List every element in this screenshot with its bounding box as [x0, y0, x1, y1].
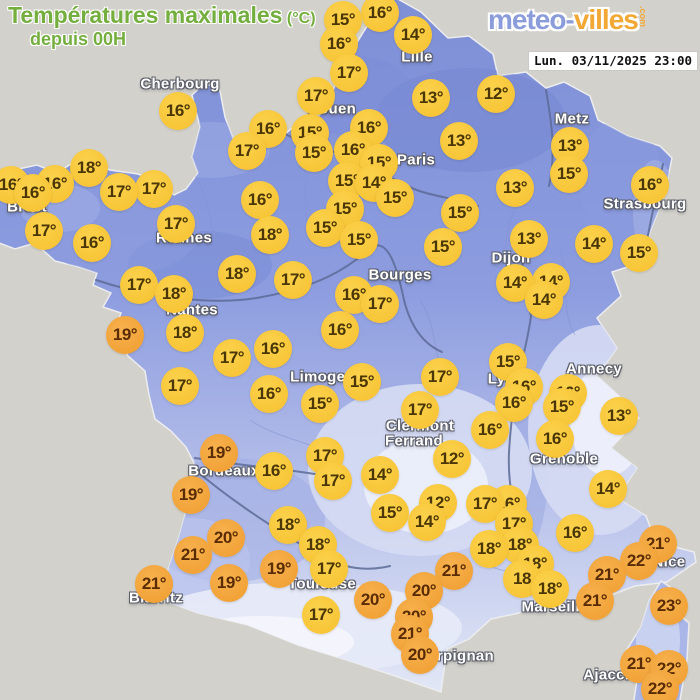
temp-marker[interactable]: 18°	[218, 255, 256, 293]
temp-marker[interactable]: 16°	[250, 375, 288, 413]
map-title-block: Températures maximales (°C) depuis 00H	[8, 2, 316, 50]
temp-marker[interactable]: 22°	[641, 670, 679, 700]
temp-marker[interactable]: 15°	[340, 221, 378, 259]
temp-marker[interactable]: 18°	[166, 314, 204, 352]
temp-marker[interactable]: 19°	[260, 550, 298, 588]
temp-marker[interactable]: 14°	[394, 16, 432, 54]
temp-marker[interactable]: 17°	[274, 261, 312, 299]
temp-marker[interactable]: 13°	[510, 220, 548, 258]
temp-marker[interactable]: 17°	[120, 266, 158, 304]
temp-marker[interactable]: 16°	[249, 110, 287, 148]
temp-marker[interactable]: 17°	[135, 170, 173, 208]
timestamp-badge: Lun. 03/11/2025 23:00	[527, 51, 698, 71]
temp-marker[interactable]: 15°	[441, 194, 479, 232]
temp-marker[interactable]: 14°	[361, 456, 399, 494]
temp-marker[interactable]: 18°	[470, 530, 508, 568]
temp-marker[interactable]: 12°	[477, 75, 515, 113]
temp-marker[interactable]: 14°	[525, 281, 563, 319]
temp-marker[interactable]: 13°	[600, 397, 638, 435]
temp-marker[interactable]: 17°	[401, 391, 439, 429]
temp-marker[interactable]: 21°	[135, 565, 173, 603]
temp-marker[interactable]: 16°	[361, 0, 399, 32]
temp-marker[interactable]: 17°	[310, 550, 348, 588]
temp-marker[interactable]: 18°	[70, 149, 108, 187]
page-title: Températures maximales	[8, 2, 283, 28]
page-subtitle: depuis 00H	[30, 29, 127, 49]
temp-marker[interactable]: 15°	[343, 363, 381, 401]
temp-marker[interactable]: 15°	[301, 385, 339, 423]
temp-marker[interactable]: 20°	[401, 636, 439, 674]
temp-marker[interactable]: 17°	[302, 596, 340, 634]
temp-marker[interactable]: 16°	[254, 330, 292, 368]
temp-marker[interactable]: 16°	[471, 411, 509, 449]
temp-marker[interactable]: 17°	[213, 339, 251, 377]
meteo-villes-logo[interactable]: meteo-villes.com	[488, 4, 648, 36]
temp-marker[interactable]: 18°	[251, 216, 289, 254]
temp-marker[interactable]: 19°	[210, 564, 248, 602]
temp-marker[interactable]: 16°	[255, 452, 293, 490]
temp-marker[interactable]: 15°	[371, 494, 409, 532]
logo-part-orange: villes	[573, 4, 639, 35]
temp-marker[interactable]: 18°	[155, 275, 193, 313]
temp-marker[interactable]: 21°	[174, 536, 212, 574]
temp-marker[interactable]: 16°	[536, 420, 574, 458]
temp-marker[interactable]: 19°	[106, 316, 144, 354]
temp-marker[interactable]: 15°	[376, 179, 414, 217]
temp-marker[interactable]: 17°	[228, 132, 266, 170]
temp-marker[interactable]: 16°	[631, 166, 669, 204]
temp-marker[interactable]: 20°	[207, 519, 245, 557]
temp-marker[interactable]: 16°	[556, 514, 594, 552]
temp-marker[interactable]: 16°	[14, 174, 52, 212]
temp-marker[interactable]: 16°	[73, 224, 111, 262]
logo-part-blue: meteo-	[488, 4, 575, 35]
temp-marker[interactable]: 17°	[161, 367, 199, 405]
temp-marker[interactable]: 21°	[576, 582, 614, 620]
temp-marker[interactable]: 12°	[433, 440, 471, 478]
logo-suffix: .com	[637, 6, 648, 28]
temp-marker[interactable]: 14°	[408, 503, 446, 541]
temp-marker[interactable]: 15°	[295, 134, 333, 172]
temp-marker[interactable]: 17°	[361, 285, 399, 323]
temp-marker[interactable]: 15°	[550, 155, 588, 193]
temp-marker[interactable]: 13°	[412, 79, 450, 117]
temp-marker[interactable]: 20°	[354, 581, 392, 619]
temp-marker[interactable]: 17°	[25, 212, 63, 250]
temp-marker[interactable]: 23°	[650, 587, 688, 625]
temp-marker[interactable]: 22°	[620, 542, 658, 580]
temp-marker[interactable]: 17°	[297, 77, 335, 115]
temp-marker[interactable]: 16°	[241, 181, 279, 219]
temp-marker[interactable]: 15°	[306, 209, 344, 247]
temp-marker[interactable]: 17°	[314, 462, 352, 500]
temp-marker[interactable]: 16°	[159, 92, 197, 130]
temp-marker[interactable]: 14°	[496, 264, 534, 302]
temp-marker[interactable]: 15°	[620, 234, 658, 272]
temp-marker[interactable]: 13°	[440, 122, 478, 160]
temp-marker[interactable]: 14°	[575, 225, 613, 263]
temp-marker[interactable]: 19°	[200, 434, 238, 472]
temp-marker[interactable]: 13°	[496, 169, 534, 207]
temp-marker[interactable]: 17°	[157, 205, 195, 243]
temp-marker[interactable]: 17°	[330, 54, 368, 92]
temp-marker[interactable]: 18°	[531, 570, 569, 608]
temp-marker[interactable]: 17°	[421, 358, 459, 396]
temp-marker[interactable]: 15°	[543, 388, 581, 426]
temp-marker[interactable]: 15°	[424, 228, 462, 266]
temp-marker[interactable]: 19°	[172, 476, 210, 514]
page-title-unit: (°C)	[286, 10, 316, 27]
temp-marker[interactable]: 14°	[589, 470, 627, 508]
temp-marker[interactable]: 17°	[100, 173, 138, 211]
temp-marker[interactable]: 16°	[321, 311, 359, 349]
